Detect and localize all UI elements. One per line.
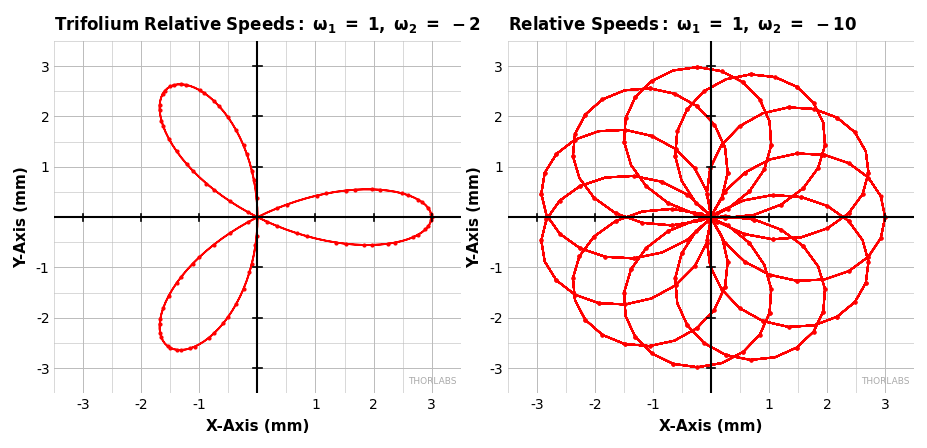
Text: $\mathbf{Trifolium\ Relative\ Speeds:\ \omega_1\ =\ 1,\ \omega_2\ =\ -2}$: $\mathbf{Trifolium\ Relative\ Speeds:\ \… <box>55 14 480 36</box>
Text: $\mathbf{Relative\ Speeds:\ \omega_1\ =\ 1,\ \omega_2\ =\ -10}$: $\mathbf{Relative\ Speeds:\ \omega_1\ =\… <box>507 14 857 36</box>
Y-axis label: Y-Axis (mm): Y-Axis (mm) <box>467 166 482 268</box>
Text: THORLABS: THORLABS <box>860 377 909 386</box>
Text: THORLABS: THORLABS <box>408 377 456 386</box>
X-axis label: X-Axis (mm): X-Axis (mm) <box>206 419 309 434</box>
X-axis label: X-Axis (mm): X-Axis (mm) <box>659 419 762 434</box>
Y-axis label: Y-Axis (mm): Y-Axis (mm) <box>14 166 29 268</box>
